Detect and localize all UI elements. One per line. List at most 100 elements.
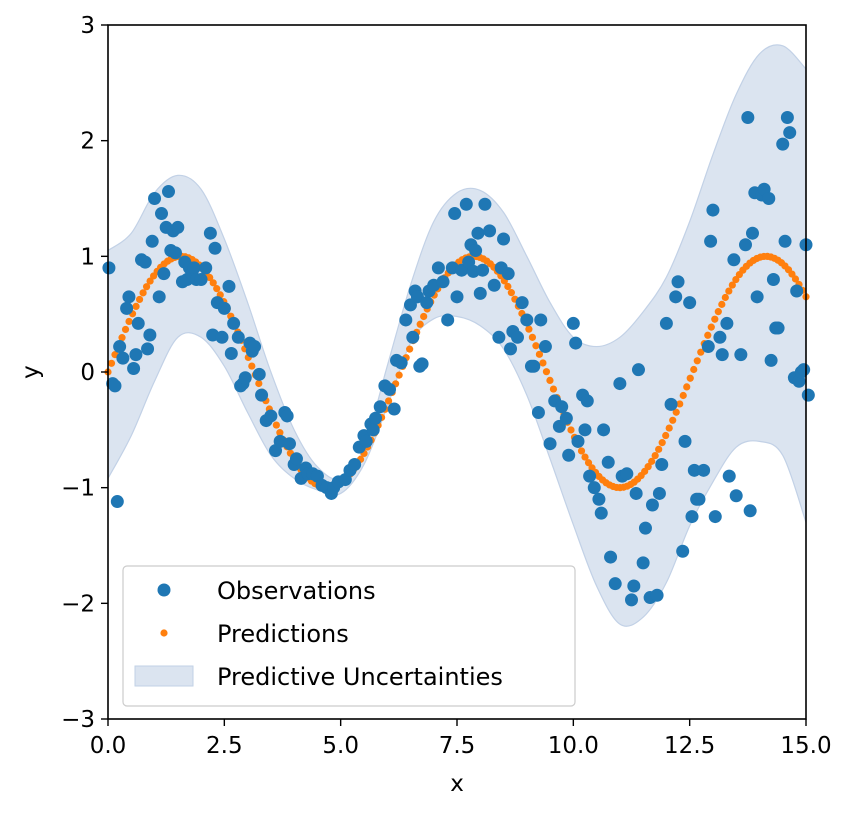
observation-point (727, 253, 741, 267)
observation-point (145, 234, 159, 248)
observation-point (766, 272, 780, 286)
legend-predictions-label: Predictions (217, 620, 349, 648)
x-ticks: 0.0 2.5 5.0 7.5 10.0 12.5 15.0 (90, 719, 832, 759)
legend-predictions-marker (160, 629, 168, 637)
prediction-point (721, 293, 729, 302)
observation-point (227, 316, 241, 330)
prediction-point (276, 429, 284, 437)
observation-point (720, 316, 734, 330)
prediction-point (135, 295, 144, 304)
prediction-point (539, 359, 547, 367)
observation-point (801, 388, 815, 402)
observation-point (157, 267, 171, 281)
observation-point (102, 261, 116, 275)
prediction-point (690, 365, 698, 374)
legend-observations-marker (157, 583, 171, 597)
legend-uncertainty-label: Predictive Uncertainties (217, 663, 503, 691)
prediction-point (732, 275, 740, 284)
x-tick-label: 10.0 (548, 733, 599, 759)
observation-point (471, 226, 485, 240)
observations-layer (102, 111, 815, 607)
observation-point (473, 286, 487, 300)
prediction-point (125, 317, 133, 326)
observation-point (383, 382, 397, 396)
y-tick-label: −1 (61, 476, 95, 502)
prediction-point (711, 315, 719, 323)
observation-point (208, 241, 222, 255)
observation-point (394, 356, 408, 370)
observation-point (199, 261, 213, 275)
observation-point (248, 340, 262, 354)
observation-point (620, 467, 634, 481)
observation-point (687, 463, 701, 477)
observation-point (613, 377, 627, 391)
observation-point (631, 363, 645, 377)
prediction-point (525, 325, 533, 333)
observation-point (387, 402, 401, 416)
observation-point (743, 504, 757, 518)
observation-point (671, 275, 685, 289)
prediction-point (542, 368, 551, 376)
prediction-point (255, 379, 263, 388)
prediction-point (655, 445, 663, 453)
observation-point (771, 321, 785, 335)
legend-uncertainty-swatch (134, 665, 194, 687)
observation-point (224, 346, 238, 360)
observation-point (222, 279, 236, 293)
prediction-point (686, 374, 694, 382)
y-tick-label: 0 (80, 360, 95, 386)
prediction-point (546, 376, 554, 385)
observation-point (252, 367, 266, 381)
observation-point (487, 278, 501, 292)
observation-point (538, 340, 552, 354)
observation-point (604, 550, 618, 564)
observation-point (141, 342, 155, 356)
observation-point (148, 192, 162, 205)
prediction-point (676, 400, 684, 408)
prediction-point (693, 357, 701, 365)
observation-point (638, 521, 652, 535)
observation-point (750, 290, 764, 304)
observation-point (280, 409, 294, 423)
observation-point (348, 458, 362, 472)
observation-point (120, 301, 134, 315)
observation-point (264, 409, 278, 423)
legend-observations-label: Observations (217, 577, 376, 605)
observation-point (171, 220, 185, 234)
y-tick-label: −2 (61, 591, 95, 617)
prediction-point (791, 275, 800, 283)
observation-point (215, 330, 229, 344)
observation-point (431, 261, 445, 275)
x-axis-label: x (450, 771, 464, 797)
y-tick-label: −3 (61, 707, 95, 733)
prediction-point (644, 463, 652, 471)
observation-point (678, 434, 692, 448)
observation-point (436, 275, 450, 289)
observation-point (627, 579, 641, 593)
observation-point (369, 411, 383, 425)
prediction-point (535, 350, 544, 358)
y-tick-label: 3 (80, 13, 95, 39)
prediction-point (662, 431, 670, 440)
observation-point (510, 330, 524, 344)
prediction-point (248, 362, 256, 370)
observation-point (578, 423, 592, 437)
observation-point (741, 111, 755, 125)
observation-point (764, 353, 778, 367)
observation-point (797, 363, 811, 377)
observation-point (650, 588, 664, 602)
observation-point (683, 296, 697, 310)
observation-point (152, 290, 166, 304)
observation-point (715, 348, 729, 362)
prediction-point (704, 331, 712, 339)
observation-point (504, 342, 518, 356)
observation-point (629, 486, 643, 500)
observation-point (708, 510, 722, 524)
observation-point (155, 207, 169, 221)
prediction-point (416, 320, 424, 328)
prediction-point (142, 283, 151, 291)
prediction-point (504, 282, 512, 291)
prediction-point (507, 289, 515, 297)
prediction-point (665, 424, 673, 432)
